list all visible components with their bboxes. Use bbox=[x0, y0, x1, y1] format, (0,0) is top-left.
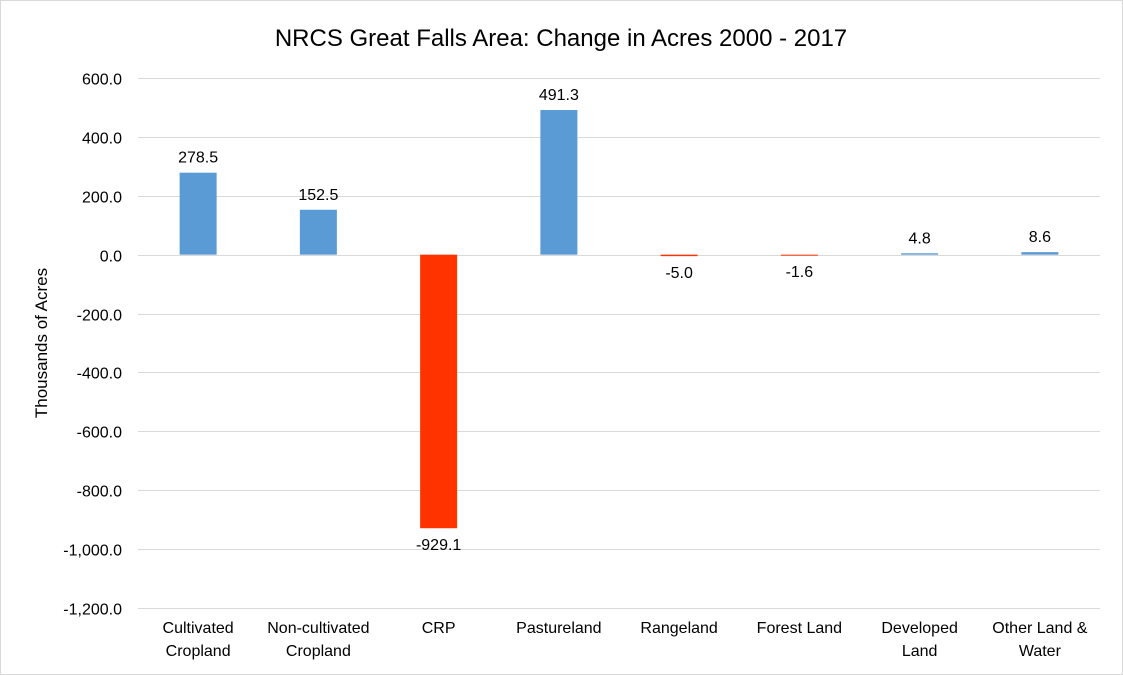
bar bbox=[901, 253, 939, 255]
y-axis-title: Thousands of Acres bbox=[32, 268, 51, 418]
y-tick-label: 600.0 bbox=[82, 72, 122, 89]
x-tick-label: Non-cultivated bbox=[267, 620, 369, 637]
bar bbox=[540, 110, 578, 255]
y-tick-label: -200.0 bbox=[77, 308, 122, 325]
chart-title: NRCS Great Falls Area: Change in Acres 2… bbox=[275, 25, 847, 52]
data-label: -1.6 bbox=[786, 264, 814, 281]
x-tick-label: Forest Land bbox=[757, 620, 842, 637]
y-tick-label: -1,000.0 bbox=[63, 543, 122, 560]
x-tick-label: Cropland bbox=[166, 643, 231, 660]
bar bbox=[1021, 252, 1059, 255]
x-tick-label: Cropland bbox=[286, 643, 351, 660]
y-tick-label: 0.0 bbox=[100, 249, 122, 266]
data-label: 152.5 bbox=[298, 187, 338, 204]
x-tick-label: Pastureland bbox=[516, 620, 601, 637]
bar bbox=[299, 209, 337, 255]
x-tick-label: Developed bbox=[881, 620, 958, 637]
y-tick-label: 400.0 bbox=[82, 131, 122, 148]
x-tick-label: CRP bbox=[422, 620, 456, 637]
y-axis-ticks: 600.0 400.0 200.0 0.0 -200.0 -400.0 -600.0 -800… bbox=[63, 72, 122, 619]
data-label: 8.6 bbox=[1029, 229, 1051, 246]
y-tick-label: -800.0 bbox=[77, 484, 122, 501]
data-label: 278.5 bbox=[178, 150, 218, 167]
bars bbox=[179, 110, 1059, 529]
y-tick-label: 200.0 bbox=[82, 190, 122, 207]
data-label: 491.3 bbox=[539, 87, 579, 104]
data-labels: 278.5 152.5 -929.1 491.3 -5.0 -1.6 4.8 8.6 bbox=[178, 87, 1051, 554]
data-label: -929.1 bbox=[416, 537, 461, 554]
gridlines bbox=[138, 78, 1100, 609]
bar bbox=[660, 254, 698, 257]
x-tick-label: Rangeland bbox=[640, 620, 717, 637]
x-tick-label: Other Land & bbox=[992, 620, 1088, 637]
x-tick-label: Water bbox=[1019, 643, 1062, 660]
y-tick-label: -1,200.0 bbox=[63, 602, 122, 619]
x-tick-label: Cultivated bbox=[163, 620, 234, 637]
y-tick-label: -600.0 bbox=[77, 425, 122, 442]
y-tick-label: -400.0 bbox=[77, 366, 122, 383]
data-label: -5.0 bbox=[665, 265, 693, 282]
bar bbox=[179, 172, 217, 255]
bar bbox=[420, 254, 458, 529]
x-axis-categories: Cultivated Cropland Non-cultivated Cropland… bbox=[163, 620, 1088, 660]
x-tick-label: Land bbox=[902, 643, 938, 660]
data-label: 4.8 bbox=[909, 230, 931, 247]
bar bbox=[780, 254, 818, 256]
